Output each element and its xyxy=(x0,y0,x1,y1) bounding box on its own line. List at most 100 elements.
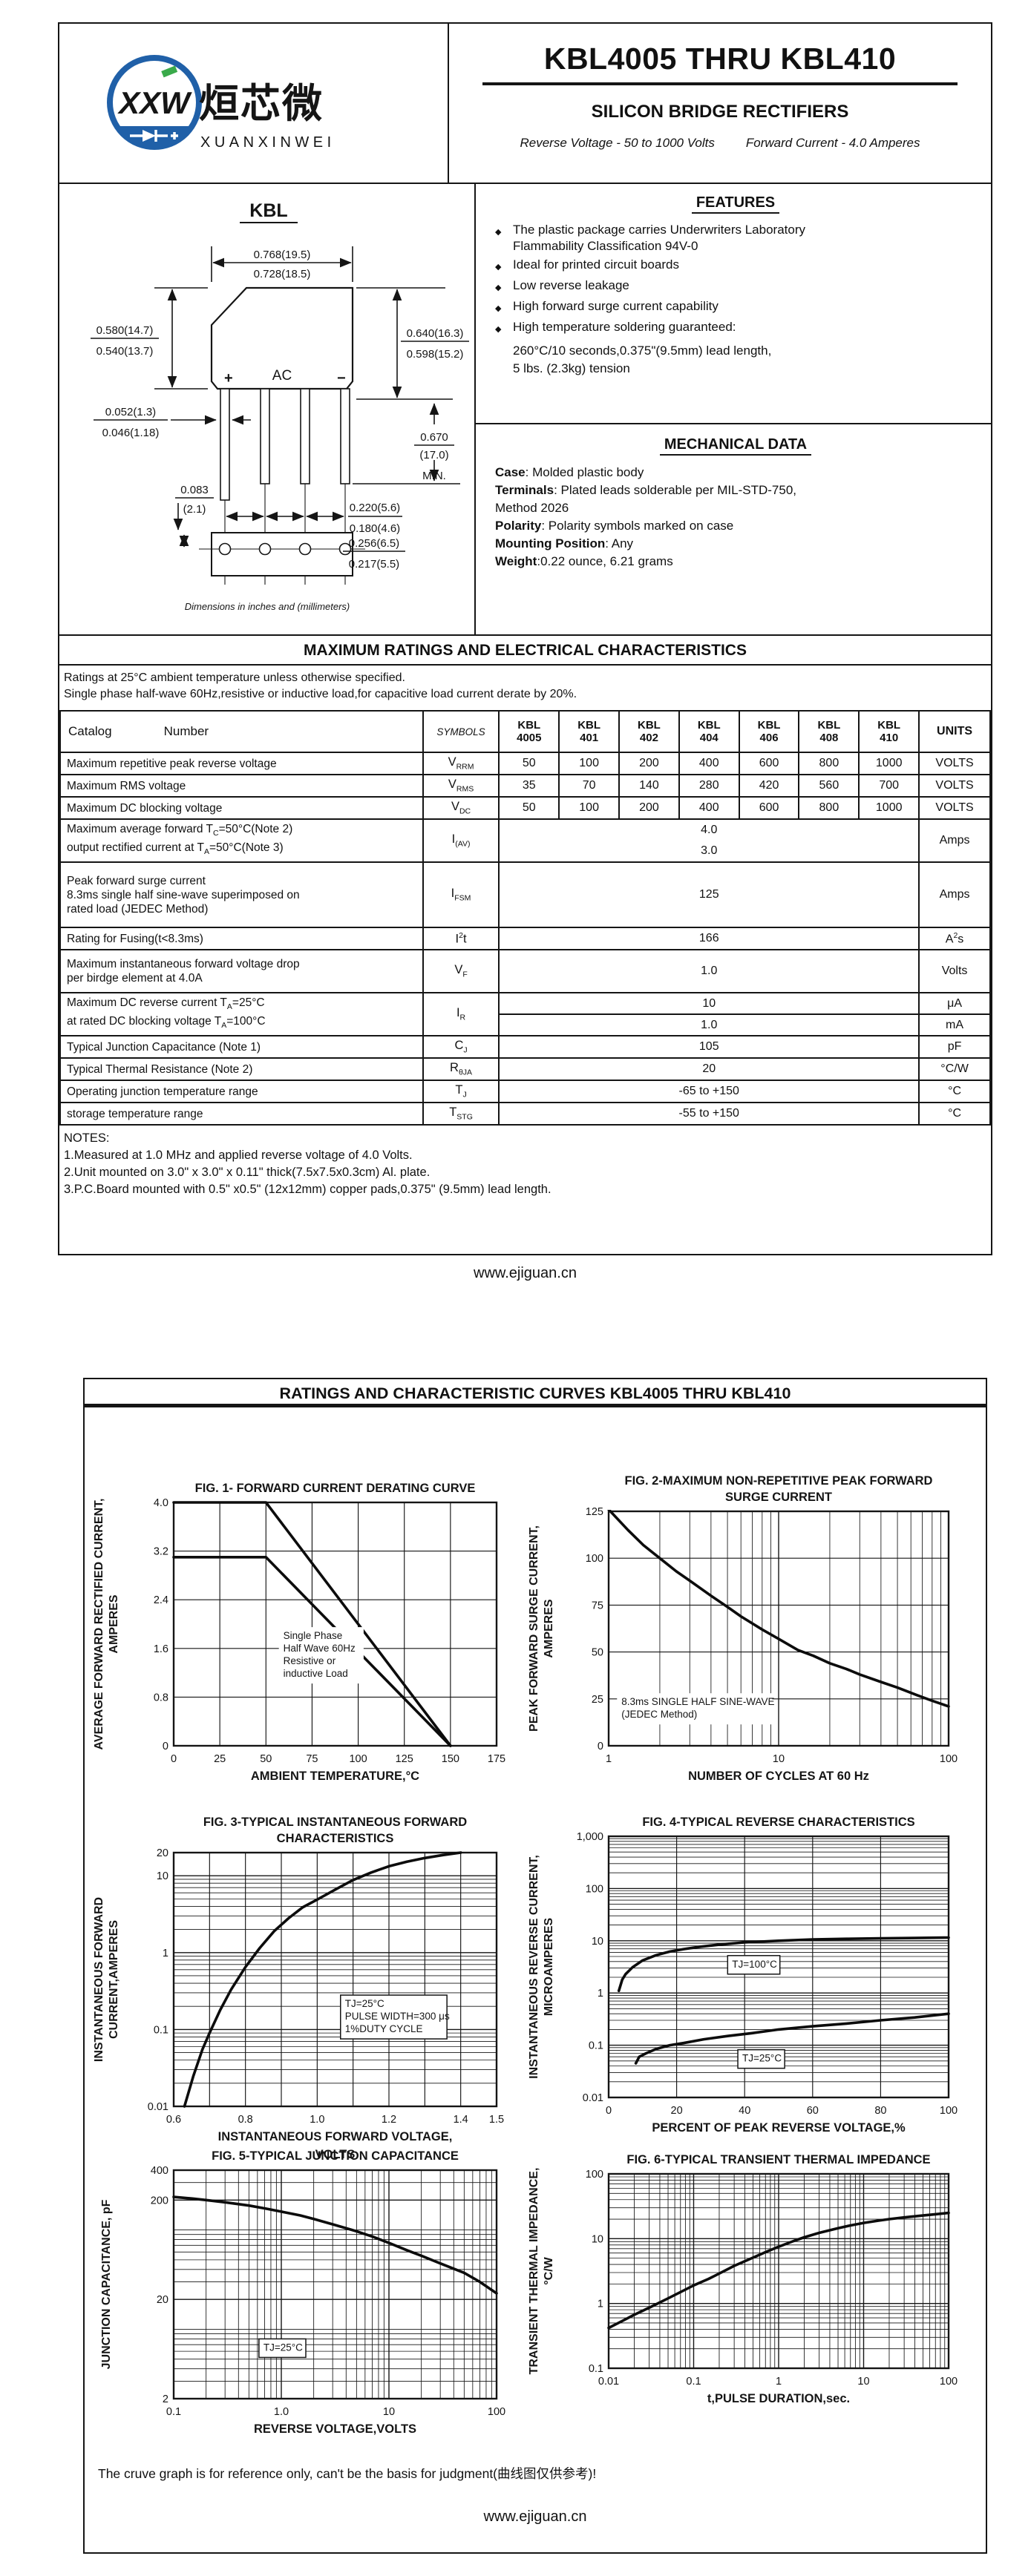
svg-text:CHARACTERISTICS: CHARACTERISTICS xyxy=(277,1832,394,1845)
bullet-diamond-icon: ◆ xyxy=(495,283,502,292)
svg-text:75: 75 xyxy=(306,1753,318,1765)
dim-left-b: 0.540(13.7) xyxy=(96,345,154,358)
svg-text:CURRENT,AMPERES: CURRENT,AMPERES xyxy=(108,1920,120,2039)
svg-text:200: 200 xyxy=(151,2195,168,2207)
svg-text:0.1: 0.1 xyxy=(154,2024,168,2036)
table-row: 3.0 xyxy=(60,841,990,863)
svg-text:0.8: 0.8 xyxy=(238,2114,253,2126)
svg-text:FIG. 2-MAXIMUM NON-REPETITIVE: FIG. 2-MAXIMUM NON-REPETITIVE PEAK FORWA… xyxy=(625,1474,933,1488)
svg-text:10: 10 xyxy=(592,2233,603,2245)
svg-text:0: 0 xyxy=(598,1741,603,1752)
svg-text:8.3ms SINGLE HALF SINE-WAVE: 8.3ms SINGLE HALF SINE-WAVE xyxy=(621,1696,774,1707)
dim-leadw-b: 0.046(1.18) xyxy=(102,427,160,439)
svg-text:MICROAMPERES: MICROAMPERES xyxy=(543,1917,555,2016)
svg-text:125: 125 xyxy=(396,1753,413,1765)
svg-text:TJ=25°C: TJ=25°C xyxy=(742,2053,782,2064)
svg-text:PERCENT OF PEAK REVERSE VOLTAG: PERCENT OF PEAK REVERSE VOLTAGE,% xyxy=(652,2121,906,2135)
svg-text:INSTANTANEOUS REVERSE CURRENT,: INSTANTANEOUS REVERSE CURRENT, xyxy=(528,1855,540,2079)
svg-text:0.1: 0.1 xyxy=(589,2040,603,2052)
bullet-diamond-icon: ◆ xyxy=(495,263,502,272)
table-row: Peak forward surge current 8.3ms single h… xyxy=(59,861,991,928)
table-row: Maximum instantaneous forward voltage dr… xyxy=(59,949,991,993)
svg-text:400: 400 xyxy=(151,2165,168,2177)
svg-text:25: 25 xyxy=(214,1753,226,1765)
svg-text:AMBIENT TEMPERATURE,°C: AMBIENT TEMPERATURE,°C xyxy=(251,1770,419,1783)
mechanical-line: Mounting Position: Any xyxy=(495,536,634,551)
svg-text:Resistive or: Resistive or xyxy=(284,1655,336,1666)
feature-item: ◆ The plastic package carries Underwriter… xyxy=(495,222,976,254)
svg-text:FIG. 5-TYPICAL JUNCTION CAPACI: FIG. 5-TYPICAL JUNCTION CAPACITANCE xyxy=(212,2149,459,2163)
svg-text:NUMBER OF CYCLES AT 60 Hz: NUMBER OF CYCLES AT 60 Hz xyxy=(688,1770,869,1783)
svg-text:t,PULSE DURATION,sec.: t,PULSE DURATION,sec. xyxy=(707,2392,850,2405)
svg-text:AMPERES: AMPERES xyxy=(108,1594,120,1653)
mechanical-line: Polarity: Polarity symbols marked on cas… xyxy=(495,519,734,533)
device-column-header: KBL 408 xyxy=(798,710,860,753)
svg-text:PEAK FORWARD SURGE CURRENT,: PEAK FORWARD SURGE CURRENT, xyxy=(528,1525,540,1732)
figure-5: TJ=25°C 0.1 1.0 10 100 2 20 200 400 FIG. 5-TYPICA… xyxy=(91,2148,519,2447)
feature-item: ◆ Low reverse leakage xyxy=(495,277,976,296)
feature-item: ◆ Ideal for printed circuit boards xyxy=(495,257,976,275)
svg-text:AMPERES: AMPERES xyxy=(543,1599,555,1657)
mechanical-line: Method 2026 xyxy=(495,501,569,515)
svg-text:10: 10 xyxy=(383,2406,395,2418)
device-column-header: KBL 406 xyxy=(738,710,800,753)
svg-text:125: 125 xyxy=(586,1506,603,1518)
dim-top-b: 0.728(18.5) xyxy=(254,268,311,280)
device-column-header: KBL 401 xyxy=(558,710,621,753)
svg-text:INSTANTANEOUS FORWARD: INSTANTANEOUS FORWARD xyxy=(93,1897,105,2062)
svg-text:4.0: 4.0 xyxy=(154,1497,168,1509)
svg-text:FIG. 6-TYPICAL TRANSIENT THERM: FIG. 6-TYPICAL TRANSIENT THERMAL IMPEDAN… xyxy=(626,2153,930,2166)
ratings-title-bar: MAXIMUM RATINGS AND ELECTRICAL CHARACTER… xyxy=(59,634,991,666)
svg-text:2: 2 xyxy=(163,2393,168,2405)
svg-text:100: 100 xyxy=(940,1753,958,1765)
svg-text:1.5: 1.5 xyxy=(489,2114,504,2126)
svg-text:1.0: 1.0 xyxy=(310,2114,324,2126)
dim-left-a: 0.580(14.7) xyxy=(96,324,154,337)
footer-url-page1: www.ejiguan.cn xyxy=(474,1265,577,1281)
svg-text:FIG. 3-TYPICAL INSTANTANEOUS F: FIG. 3-TYPICAL INSTANTANEOUS FORWARD xyxy=(203,1816,467,1829)
svg-text:75: 75 xyxy=(592,1600,603,1611)
svg-text:Half Wave 60Hz: Half Wave 60Hz xyxy=(284,1643,356,1654)
note-line: NOTES: xyxy=(64,1131,110,1145)
svg-text:°C/W: °C/W xyxy=(543,2256,555,2284)
svg-text:1.4: 1.4 xyxy=(454,2114,468,2126)
svg-text:1: 1 xyxy=(598,2299,603,2310)
mechanical-heading: MECHANICAL DATA xyxy=(495,436,976,456)
svg-text:10: 10 xyxy=(157,1870,168,1882)
notes-section: NOTES: 1.Measured at 1.0 MHz and applied … xyxy=(59,1124,991,1254)
svg-text:1.6: 1.6 xyxy=(154,1643,168,1655)
svg-text:0.01: 0.01 xyxy=(148,2101,168,2113)
bullet-diamond-icon: ◆ xyxy=(495,325,502,334)
svg-text:TRANSIENT THERMAL IMPEDANCE,: TRANSIENT THERMAL IMPEDANCE, xyxy=(528,2168,540,2375)
mechanical-line: Terminals: Plated leads solderable per M… xyxy=(495,483,797,497)
svg-text:0.01: 0.01 xyxy=(598,2376,619,2388)
table-header-row: Catalog Number SYMBOLS KBL 4005 KBL 401 KBL 402 K… xyxy=(59,710,991,753)
note-line: 1.Measured at 1.0 MHz and applied revers… xyxy=(64,1149,413,1162)
dim-right-b: 0.598(15.2) xyxy=(407,348,464,361)
svg-text:PULSE WIDTH=300 μs: PULSE WIDTH=300 μs xyxy=(345,2011,450,2022)
svg-text:50: 50 xyxy=(592,1647,603,1659)
feature-text: The plastic package carries Underwriters… xyxy=(513,223,806,253)
svg-text:TJ=25°C: TJ=25°C xyxy=(264,2342,303,2353)
table-row: Operating junction temperature range TJ -6… xyxy=(59,1080,991,1103)
table-row: storage temperature range TSTG -55 to +150… xyxy=(59,1102,991,1126)
svg-text:20: 20 xyxy=(157,2294,168,2306)
svg-text:0.01: 0.01 xyxy=(583,2092,603,2104)
table-row: Maximum DC reverse current TA=25°C at rat… xyxy=(59,992,991,1036)
logo-en: XUANXINWEI xyxy=(200,134,336,151)
page2-title: RATINGS AND CHARACTERISTIC CURVES KBL400… xyxy=(85,1379,986,1407)
tagline: Reverse Voltage - 50 to 1000 Volts Forwa… xyxy=(449,136,991,151)
table-row: Maximum RMS voltage VRMS 35 70 140 280 420 560 7… xyxy=(59,774,991,798)
svg-text:10: 10 xyxy=(592,1936,603,1948)
svg-text:VOLTS: VOLTS xyxy=(315,2148,356,2161)
svg-text:0: 0 xyxy=(171,1753,177,1765)
svg-text:Single Phase: Single Phase xyxy=(284,1630,343,1641)
svg-text:2.4: 2.4 xyxy=(154,1594,168,1606)
mark-minus: − xyxy=(337,370,346,387)
svg-text:20: 20 xyxy=(671,2105,683,2117)
mechanical-lines: Case: Molded plastic body Terminals: Plat… xyxy=(495,464,976,571)
table-row: Typical Thermal Resistance (Note 2) RθJA 2… xyxy=(59,1057,991,1081)
svg-text:40: 40 xyxy=(739,2105,750,2117)
svg-text:1,000: 1,000 xyxy=(577,1831,603,1843)
features-section: FEATURES ◆ The plastic package carries Un… xyxy=(476,184,991,424)
